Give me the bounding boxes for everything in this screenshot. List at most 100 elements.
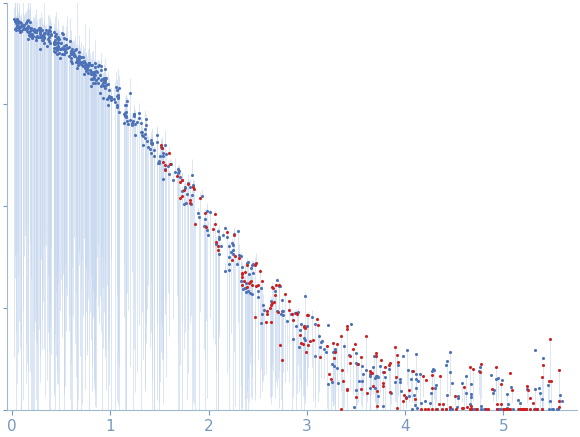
Point [412, 376, 421, 383]
Point [437, 406, 446, 413]
Point [411, 384, 420, 391]
Point [89, 71, 98, 78]
Point [274, 282, 284, 289]
Point [447, 406, 456, 413]
Point [288, 310, 297, 317]
Point [272, 308, 281, 315]
Point [324, 371, 334, 378]
Point [84, 59, 93, 66]
Point [60, 50, 69, 57]
Point [358, 371, 367, 378]
Point [72, 59, 82, 66]
Point [520, 406, 529, 413]
Point [183, 180, 192, 187]
Point [420, 406, 429, 413]
Point [303, 311, 312, 318]
Point [378, 402, 387, 409]
Point [75, 54, 84, 61]
Point [323, 381, 332, 388]
Point [46, 30, 55, 37]
Point [414, 378, 423, 385]
Point [205, 208, 214, 215]
Point [300, 337, 310, 344]
Point [503, 404, 512, 411]
Point [332, 365, 342, 372]
Point [70, 46, 79, 53]
Point [554, 366, 564, 373]
Point [165, 160, 175, 167]
Point [277, 357, 286, 364]
Point [232, 260, 241, 267]
Point [521, 406, 531, 413]
Point [266, 297, 276, 304]
Point [494, 375, 503, 382]
Point [13, 17, 22, 24]
Point [201, 209, 210, 216]
Point [310, 321, 320, 328]
Point [26, 24, 35, 31]
Point [88, 79, 97, 86]
Point [53, 43, 63, 50]
Point [44, 27, 53, 34]
Point [410, 401, 419, 408]
Point [237, 282, 246, 289]
Point [26, 32, 35, 39]
Point [201, 222, 210, 229]
Point [244, 258, 253, 265]
Point [458, 405, 467, 412]
Point [350, 403, 359, 410]
Point [450, 392, 459, 399]
Point [477, 403, 486, 410]
Point [300, 292, 309, 299]
Point [154, 160, 163, 167]
Point [55, 35, 64, 42]
Point [349, 346, 358, 353]
Point [356, 354, 365, 361]
Point [103, 94, 113, 101]
Point [496, 406, 505, 413]
Point [39, 35, 49, 42]
Point [350, 341, 359, 348]
Point [332, 341, 342, 348]
Point [54, 38, 63, 45]
Point [71, 52, 80, 59]
Point [401, 394, 410, 401]
Point [67, 59, 77, 66]
Point [431, 385, 440, 392]
Point [255, 267, 264, 274]
Point [371, 349, 380, 356]
Point [185, 196, 194, 203]
Point [405, 386, 414, 393]
Point [246, 265, 256, 272]
Point [246, 278, 255, 285]
Point [78, 62, 88, 69]
Point [78, 59, 88, 66]
Point [237, 270, 246, 277]
Point [39, 40, 48, 47]
Point [104, 87, 114, 94]
Point [113, 87, 122, 94]
Point [137, 129, 147, 136]
Point [211, 220, 220, 227]
Point [37, 34, 46, 41]
Point [283, 318, 292, 325]
Point [141, 115, 150, 122]
Point [472, 406, 481, 413]
Point [27, 25, 36, 32]
Point [415, 371, 425, 378]
Point [522, 406, 531, 413]
Point [158, 153, 168, 160]
Point [45, 27, 54, 34]
Point [445, 406, 454, 413]
Point [158, 149, 168, 156]
Point [62, 44, 71, 51]
Point [156, 144, 165, 151]
Point [291, 309, 300, 316]
Point [393, 361, 403, 368]
Point [223, 228, 232, 235]
Point [252, 259, 261, 266]
Point [241, 285, 250, 292]
Point [41, 30, 50, 37]
Point [295, 332, 305, 339]
Point [25, 31, 34, 38]
